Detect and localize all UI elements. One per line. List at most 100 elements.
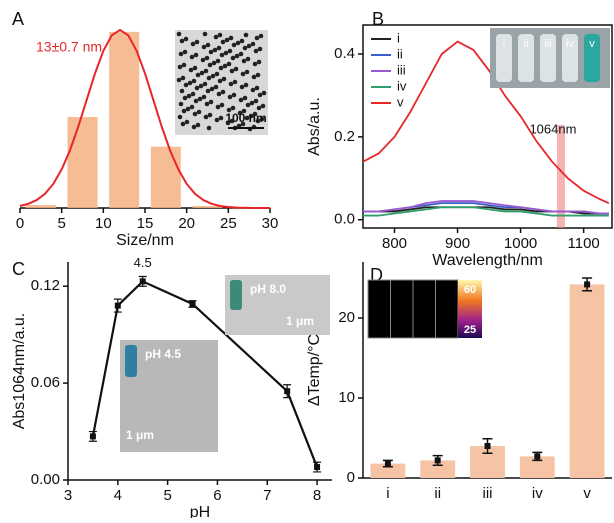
particle (191, 78, 197, 84)
particle (230, 55, 236, 61)
particle (180, 75, 186, 81)
particle (187, 80, 193, 86)
particle (198, 83, 204, 89)
particle (211, 60, 217, 66)
vial (540, 34, 556, 82)
particle (218, 65, 224, 71)
particle (190, 41, 196, 47)
data-point (89, 433, 96, 440)
x-tick-label: ii (434, 485, 441, 502)
y-tick-label: 0.2 (334, 128, 355, 145)
particle (213, 34, 219, 40)
vial (518, 34, 534, 82)
panel-label: C (12, 259, 25, 279)
axes-frame (362, 24, 613, 229)
particle (188, 67, 194, 73)
x-axis-label: Wavelength/nm (432, 252, 543, 269)
particle (193, 98, 199, 104)
bar (370, 463, 406, 478)
particle (243, 32, 249, 38)
particle (199, 70, 205, 76)
particle (227, 94, 233, 100)
y-tick-label: 0.12 (31, 277, 60, 294)
particle (226, 107, 232, 113)
particle (182, 49, 188, 55)
x-tick-label: 4 (114, 487, 122, 504)
bar (67, 116, 98, 208)
particle (237, 110, 243, 116)
particle (179, 88, 185, 94)
panel-label: A (12, 9, 24, 29)
particle (214, 71, 220, 77)
x-axis-label: Size/nm (116, 232, 174, 249)
particle (216, 45, 222, 51)
x-axis-label: pH (190, 504, 210, 518)
x-tick-label: 5 (57, 215, 65, 232)
x-tick-label: 25 (220, 215, 237, 232)
x-tick-label: 1000 (504, 235, 537, 252)
particle (209, 86, 215, 92)
particle (205, 88, 211, 94)
particle (254, 35, 260, 41)
particle (189, 54, 195, 60)
inset-label: 1 μm (126, 428, 154, 442)
x-tick-label: 800 (382, 235, 407, 252)
particle (208, 99, 214, 105)
particle (192, 111, 198, 117)
y-axis-label: ΔTemp/°C (306, 334, 323, 406)
y-axis-label: Abs/a.u. (306, 97, 323, 156)
fit-curve (19, 28, 270, 209)
series-line (363, 206, 609, 217)
x-tick-label: v (583, 485, 591, 502)
particle (233, 66, 239, 72)
legend-label: v (397, 94, 404, 109)
particle (231, 42, 237, 48)
particle (231, 92, 237, 98)
particle (261, 90, 267, 96)
particle (195, 122, 201, 128)
particle (226, 61, 232, 67)
particle (197, 96, 203, 102)
x-tick-label: iii (483, 485, 493, 502)
colorbar-label: 60 (464, 284, 476, 296)
x-tick-label: iv (532, 485, 543, 502)
particle (210, 73, 216, 79)
particle (201, 44, 207, 50)
particle (222, 63, 228, 69)
legend-label: iv (397, 78, 407, 93)
legend-label: iii (397, 62, 406, 77)
particle (256, 105, 262, 111)
particle (216, 91, 222, 97)
particle (239, 38, 245, 44)
particle (217, 78, 223, 84)
vial-label: iv (566, 38, 574, 50)
legend-label: ii (397, 46, 403, 61)
particle (241, 108, 247, 114)
particle (213, 84, 219, 90)
x-tick-label: 8 (313, 487, 321, 504)
particle (219, 102, 225, 108)
highlight-band (556, 125, 565, 228)
vial-label: i (503, 38, 505, 50)
particle (207, 112, 213, 118)
particle (212, 47, 218, 53)
x-tick-label: 15 (137, 215, 154, 232)
x-tick-label: 30 (262, 215, 279, 232)
particle (201, 94, 207, 100)
particle (252, 61, 258, 67)
vial (584, 34, 600, 82)
x-tick-label: 5 (163, 487, 171, 504)
inset-label: 1 μm (286, 314, 314, 328)
x-tick-label: 900 (445, 235, 470, 252)
particle (260, 103, 266, 109)
particle (239, 84, 245, 90)
inset-tem (225, 275, 330, 335)
particle (228, 81, 234, 87)
particle (207, 62, 213, 68)
particle (193, 52, 199, 58)
particle (242, 95, 248, 101)
particle (186, 93, 192, 99)
bar (569, 284, 605, 478)
particle (202, 81, 208, 87)
